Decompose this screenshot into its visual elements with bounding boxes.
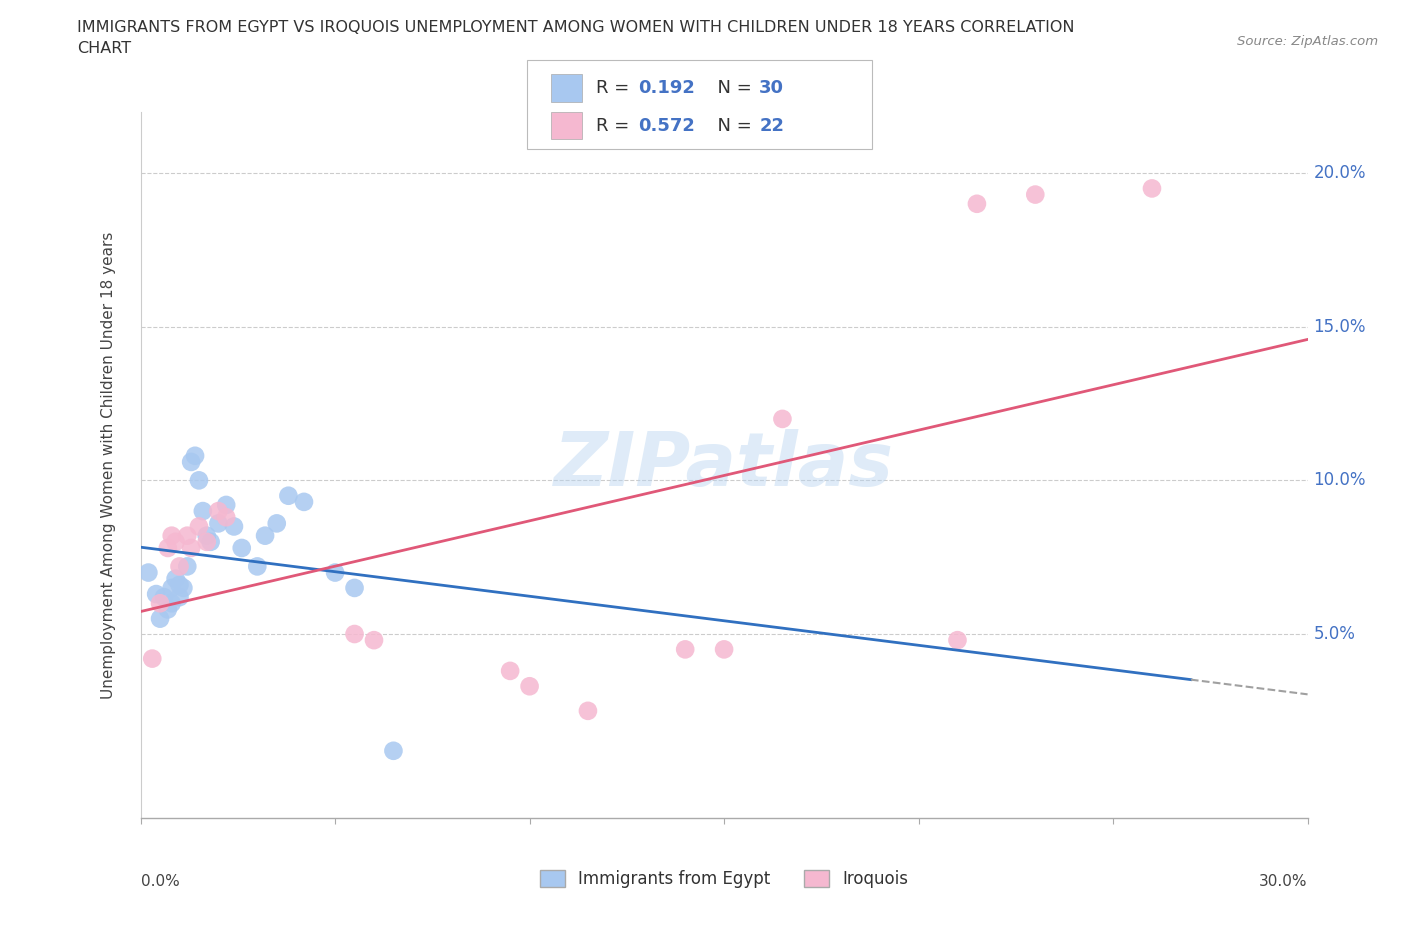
- Point: [207, 516, 229, 531]
- Point: [160, 596, 183, 611]
- Point: [292, 495, 315, 510]
- Point: [176, 528, 198, 543]
- Y-axis label: Unemployment Among Women with Children Under 18 years: Unemployment Among Women with Children U…: [101, 232, 117, 698]
- Point: [149, 611, 172, 626]
- Point: [191, 504, 214, 519]
- Text: CHART: CHART: [77, 41, 131, 56]
- Point: [176, 559, 198, 574]
- Point: [195, 528, 218, 543]
- Point: [343, 627, 366, 642]
- Point: [231, 540, 253, 555]
- Point: [169, 578, 191, 592]
- Legend: Immigrants from Egypt, Iroquois: Immigrants from Egypt, Iroquois: [533, 863, 915, 895]
- Text: 0.0%: 0.0%: [141, 873, 180, 889]
- Point: [215, 510, 238, 525]
- Text: 30: 30: [759, 79, 785, 98]
- Point: [156, 602, 179, 617]
- Text: N =: N =: [706, 116, 758, 135]
- Point: [966, 196, 988, 211]
- Point: [222, 519, 245, 534]
- Text: R =: R =: [596, 79, 636, 98]
- Text: R =: R =: [596, 116, 636, 135]
- Text: ZIPatlas: ZIPatlas: [554, 429, 894, 501]
- Point: [246, 559, 269, 574]
- Point: [165, 571, 187, 586]
- Text: 30.0%: 30.0%: [1260, 873, 1308, 889]
- Point: [141, 651, 163, 666]
- Point: [343, 580, 366, 595]
- Point: [200, 535, 222, 550]
- Point: [153, 590, 176, 604]
- Text: 20.0%: 20.0%: [1313, 164, 1365, 182]
- Text: Source: ZipAtlas.com: Source: ZipAtlas.com: [1237, 35, 1378, 48]
- Point: [160, 580, 183, 595]
- Point: [145, 587, 167, 602]
- Point: [180, 540, 202, 555]
- Point: [519, 679, 541, 694]
- Point: [323, 565, 346, 580]
- Point: [946, 632, 969, 647]
- Point: [673, 642, 696, 657]
- Text: 22: 22: [759, 116, 785, 135]
- Point: [172, 580, 194, 595]
- Text: IMMIGRANTS FROM EGYPT VS IROQUOIS UNEMPLOYMENT AMONG WOMEN WITH CHILDREN UNDER 1: IMMIGRANTS FROM EGYPT VS IROQUOIS UNEMPL…: [77, 20, 1074, 35]
- Point: [195, 535, 218, 550]
- Point: [180, 455, 202, 470]
- Point: [576, 703, 599, 718]
- Text: 15.0%: 15.0%: [1313, 318, 1365, 336]
- Point: [713, 642, 735, 657]
- Text: 5.0%: 5.0%: [1313, 625, 1355, 643]
- Point: [165, 535, 187, 550]
- Point: [215, 498, 238, 512]
- Text: 0.192: 0.192: [638, 79, 695, 98]
- Point: [188, 473, 211, 488]
- Point: [138, 565, 160, 580]
- Point: [169, 590, 191, 604]
- Point: [169, 559, 191, 574]
- Point: [207, 504, 229, 519]
- Point: [363, 632, 385, 647]
- Point: [772, 411, 794, 426]
- Point: [499, 663, 522, 678]
- Point: [266, 516, 288, 531]
- Point: [156, 540, 179, 555]
- Point: [1140, 181, 1163, 196]
- Point: [277, 488, 299, 503]
- Point: [1024, 187, 1046, 202]
- Point: [254, 528, 277, 543]
- Point: [188, 519, 211, 534]
- Text: 10.0%: 10.0%: [1313, 472, 1365, 489]
- Point: [382, 743, 405, 758]
- Point: [149, 596, 172, 611]
- Point: [184, 448, 207, 463]
- Text: 0.572: 0.572: [638, 116, 695, 135]
- Text: N =: N =: [706, 79, 758, 98]
- Point: [160, 528, 183, 543]
